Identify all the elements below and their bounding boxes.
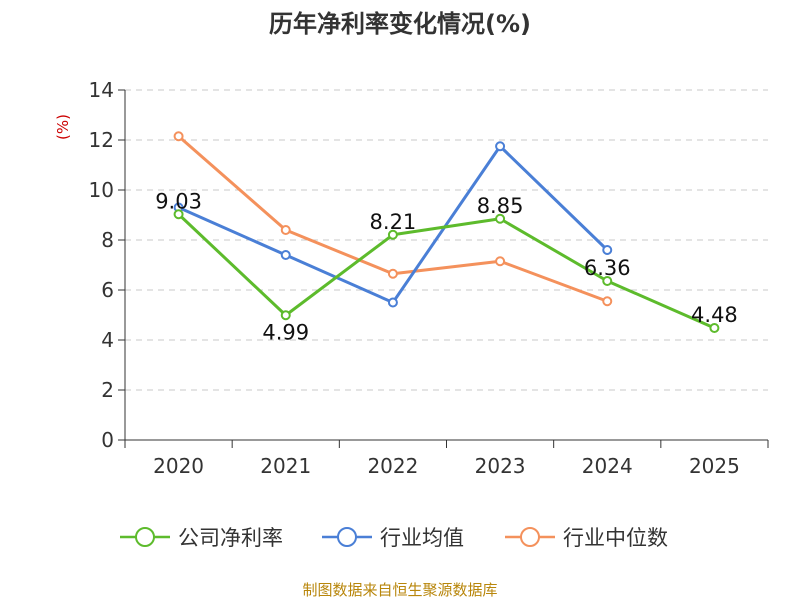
chart-title: 历年净利率变化情况(%) [269, 10, 531, 38]
x-tick-label: 2020 [153, 454, 204, 478]
data-point[interactable] [280, 310, 291, 321]
y-tick-label: 6 [101, 278, 114, 302]
legend-item[interactable]: 公司净利率 [120, 526, 283, 550]
gridlines [125, 89, 768, 391]
data-point[interactable] [280, 225, 291, 235]
data-labels: 9.03 4.99 8.21 8.85 6.36 4.48 [155, 189, 738, 344]
y-tick-label: 2 [101, 378, 114, 402]
data-point[interactable] [387, 229, 398, 240]
y-axis-unit-label: (%) [54, 114, 72, 140]
x-tick-label: 2023 [475, 454, 526, 478]
legend-item[interactable]: 行业中位数 [505, 526, 668, 550]
x-tick-label: 2022 [367, 454, 418, 478]
data-point[interactable] [173, 131, 184, 142]
data-point[interactable] [387, 268, 398, 279]
y-tick-label: 0 [101, 428, 114, 452]
x-tick-label: 2021 [260, 454, 311, 478]
legend[interactable]: 公司净利率 行业均值 行业中位数 [120, 526, 668, 550]
legend-label: 行业均值 [380, 526, 464, 550]
data-label: 4.48 [691, 303, 738, 327]
x-tick-label: 2025 [689, 454, 740, 478]
data-label: 6.36 [584, 256, 631, 280]
data-point[interactable] [495, 213, 506, 224]
data-point[interactable] [709, 323, 720, 333]
x-tick-label: 2024 [582, 454, 633, 478]
data-point[interactable] [387, 297, 398, 308]
data-point[interactable] [280, 250, 291, 260]
legend-item[interactable]: 行业均值 [322, 526, 464, 550]
data-point[interactable] [173, 209, 184, 220]
legend-label: 公司净利率 [178, 526, 283, 550]
y-tick-label: 12 [89, 128, 114, 152]
legend-circle-icon [337, 527, 357, 547]
source-note: 制图数据来自恒生聚源数据库 [302, 581, 497, 599]
legend-circle-icon [135, 527, 155, 547]
legend-circle-icon [520, 527, 540, 547]
series-line [177, 213, 716, 330]
data-label: 8.85 [477, 194, 524, 218]
data-label: 4.99 [262, 320, 309, 344]
y-tick-label: 14 [89, 78, 114, 102]
y-tick-label: 10 [89, 178, 114, 202]
series-lines [173, 131, 720, 333]
data-point[interactable] [602, 276, 613, 286]
data-label: 9.03 [155, 189, 202, 213]
axes: 0 2 4 6 8 10 12 14 2020 2021 2022 2023 2024 2025 [89, 78, 769, 478]
y-tick-label: 4 [101, 328, 114, 352]
data-point[interactable] [602, 296, 613, 307]
data-label: 8.21 [370, 210, 417, 234]
data-point[interactable] [495, 256, 506, 267]
legend-label: 行业中位数 [563, 526, 668, 550]
data-point[interactable] [495, 141, 506, 152]
data-point[interactable] [602, 245, 613, 255]
y-tick-label: 8 [101, 228, 114, 252]
